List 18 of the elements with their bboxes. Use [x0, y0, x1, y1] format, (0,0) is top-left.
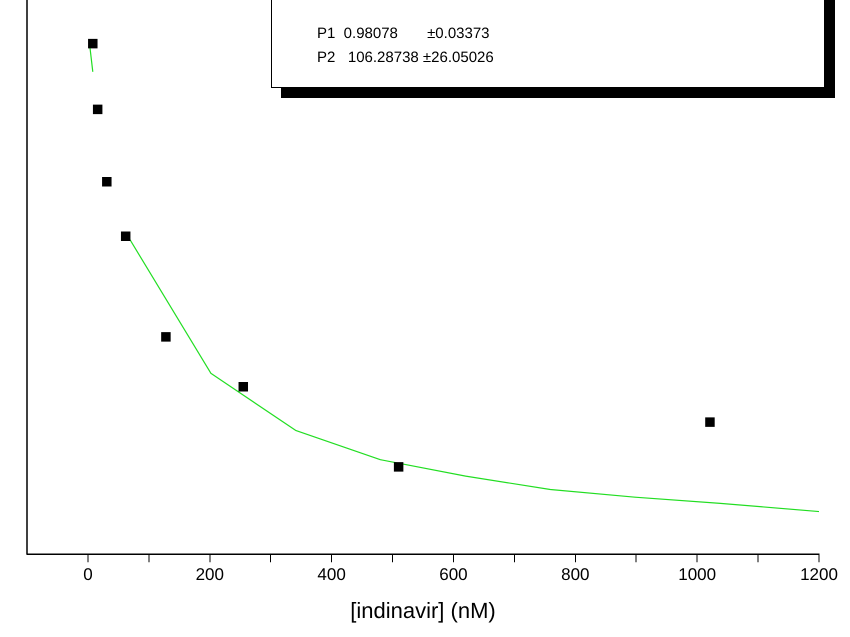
point	[92, 104, 102, 114]
point	[120, 231, 130, 241]
x-tick-label: 400	[317, 565, 346, 584]
point	[161, 332, 171, 342]
x-tick-label: 800	[561, 565, 590, 584]
x-tick-label: 1000	[678, 565, 716, 584]
x-tick-label: 0	[83, 565, 93, 584]
point	[705, 417, 715, 427]
point	[102, 177, 112, 187]
point	[394, 462, 404, 472]
annotation: P2 106.28738 ±26.05026	[317, 49, 494, 66]
annotation: P1 0.98078 ±0.03373	[317, 25, 490, 42]
x-tick-label: 600	[439, 565, 468, 584]
x-tick-label: 1200	[800, 565, 838, 584]
point	[238, 382, 248, 392]
x-tick-label: 200	[196, 565, 224, 584]
point	[88, 38, 98, 48]
x-axis-title: [indinavir] (nM)	[350, 598, 496, 623]
